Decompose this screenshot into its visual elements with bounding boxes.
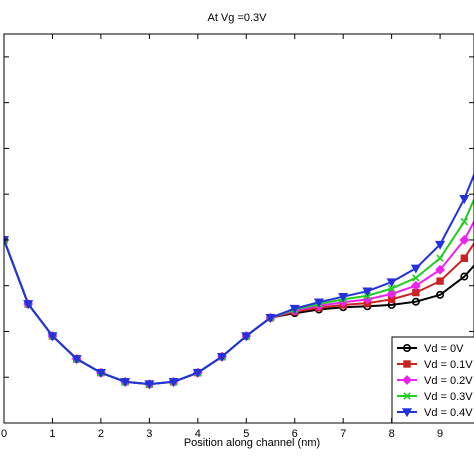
data-point: [460, 254, 469, 262]
legend-item: Vd = 0.4V: [397, 407, 473, 419]
x-tick-label: 2: [98, 428, 104, 440]
legend-label: Vd = 0.4V: [424, 407, 473, 419]
data-point: [387, 284, 396, 293]
legend-item: Vd = 0V: [397, 343, 464, 355]
data-point: [411, 297, 420, 306]
legend-marker: [401, 408, 413, 418]
data-point: [386, 289, 397, 299]
data-point: [192, 368, 203, 378]
data-point: [120, 378, 131, 388]
data-point: [144, 380, 155, 390]
data-point: [23, 300, 34, 310]
legend-marker: [402, 375, 412, 385]
data-point: [47, 332, 58, 342]
data-point: [459, 195, 470, 204]
x-tick-label: 0: [1, 428, 7, 440]
legend-item: Vd = 0.3V: [397, 391, 473, 403]
data-point: [460, 272, 469, 281]
data-point: [460, 217, 469, 226]
data-point: [338, 292, 349, 302]
plot-area: [4, 172, 474, 390]
data-point: [241, 332, 252, 342]
data-point: [216, 352, 228, 362]
data-point: [410, 280, 421, 291]
data-point: [410, 264, 421, 274]
data-point: [412, 274, 420, 282]
x-tick-label: 4: [195, 428, 201, 440]
data-point: [362, 287, 373, 297]
x-axis-label: Position along channel (nm): [184, 437, 320, 449]
legend-marker: [403, 392, 411, 400]
data-point: [436, 277, 444, 285]
x-tick-label: 7: [340, 428, 346, 440]
series-4: [4, 172, 474, 390]
data-point: [95, 368, 106, 378]
data-point: [71, 355, 82, 365]
legend-label: Vd = 0.1V: [424, 359, 473, 371]
data-point: [289, 304, 300, 314]
legend-label: Vd = 0V: [424, 343, 464, 355]
axes: 0 1 2 3 4 5 6 7 8 9: [1, 33, 474, 440]
data-point: [168, 378, 179, 388]
x-tick-label: 8: [389, 428, 395, 440]
axes-frame: [3, 33, 474, 424]
chart-title: At Vg =0.3V: [207, 12, 267, 24]
legend-marker: [403, 360, 411, 368]
legend-label: Vd = 0.3V: [424, 391, 473, 403]
x-tick-label: 5: [243, 428, 249, 440]
data-point: [386, 278, 397, 288]
data-point: [313, 298, 325, 308]
data-point: [459, 235, 470, 245]
legend-item: Vd = 0.2V: [397, 375, 473, 387]
x-tick-label: 3: [146, 428, 152, 440]
x-tick-label: 9: [437, 428, 443, 440]
data-point: [265, 314, 276, 323]
legend: Vd = 0V Vd = 0.1V Vd = 0.2V Vd = 0.3V Vd = 0…: [391, 336, 474, 424]
legend-box-group: Vd = 0V Vd = 0.1V Vd = 0.2V Vd = 0.3V Vd = 0…: [391, 336, 474, 424]
legend-marker: [402, 343, 411, 352]
data-point: [435, 240, 446, 250]
x-tick-label: 1: [49, 428, 55, 440]
data-point: [435, 264, 445, 275]
data-point: [436, 254, 444, 263]
legend-item: Vd = 0.1V: [397, 359, 473, 371]
data-point: [436, 290, 445, 299]
x-tick-label: 6: [292, 428, 298, 440]
legend-label: Vd = 0.2V: [424, 375, 473, 387]
